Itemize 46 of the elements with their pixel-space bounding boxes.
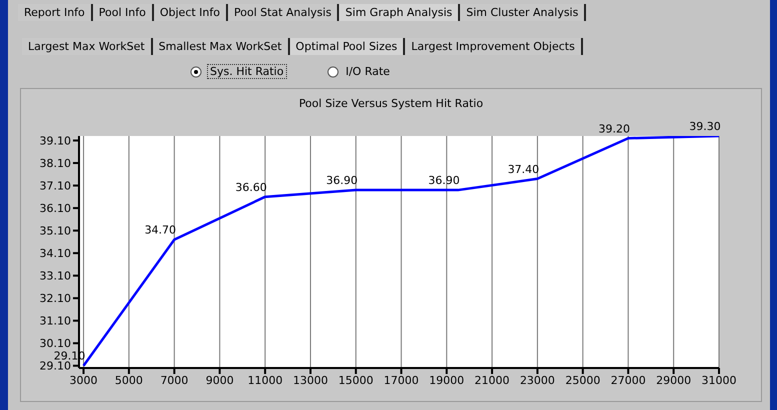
text: I/O Rate [344,65,391,78]
text: 34.70 [144,224,176,237]
text: Largest Max WorkSet [22,38,153,55]
x-tick-label: 17000 [384,374,419,387]
text: 39.30 [689,120,721,133]
x-tick-label: 23000 [520,374,555,387]
text: Pool Info [92,4,154,21]
y-tick-label: 38.10 [40,156,71,170]
y-tick-label: 29.10 [40,360,71,373]
y-tick-label: 35.10 [40,224,71,238]
text: Pool Stat Analysis [228,4,340,21]
x-tick-label: 29000 [656,374,692,387]
y-tick-label: 30.10 [40,337,71,350]
text: Sim Graph Analysis [339,4,460,21]
text: Smallest Max WorkSet [152,38,290,55]
text: Sim Cluster Analysis [460,4,586,21]
y-tick-label: 33.10 [40,270,71,283]
chart-title: Pool Size Versus System Hit Ratio [298,97,484,110]
x-tick-label: 31000 [702,374,736,387]
x-tick-label: 19000 [429,374,464,387]
x-tick-label: 7000 [160,374,188,387]
x-tick-label: 3000 [70,374,98,387]
x-tick-label: 11000 [248,374,283,387]
y-tick-label: 32.10 [40,292,71,306]
text: 39.20 [598,122,630,136]
text: 36.60 [235,180,267,194]
x-tick-label: 21000 [474,374,510,387]
x-tick-label: 15000 [338,374,374,387]
x-tick-label: 13000 [292,374,328,387]
y-tick-label: 37.10 [40,179,71,192]
x-tick-label: 9000 [206,374,234,387]
text: 37.40 [508,162,540,176]
text: 36.90 [428,174,460,188]
text: Report Info [18,4,93,21]
text: Object Info [154,4,228,21]
text: Optimal Pool Sizes [290,38,406,55]
text: Sys. Hit Ratio [207,64,287,79]
y-tick-label: 31.10 [40,314,71,328]
y-tick-label: 39.10 [40,134,71,148]
x-tick-label: 5000 [114,374,143,387]
x-tick-label: 25000 [565,374,600,387]
x-tick-label: 27000 [610,374,646,387]
text: 36.90 [326,174,358,188]
y-tick-label: 36.10 [40,202,71,215]
y-tick-label: 34.10 [40,247,71,260]
text: Largest Improvement Objects [405,38,583,55]
